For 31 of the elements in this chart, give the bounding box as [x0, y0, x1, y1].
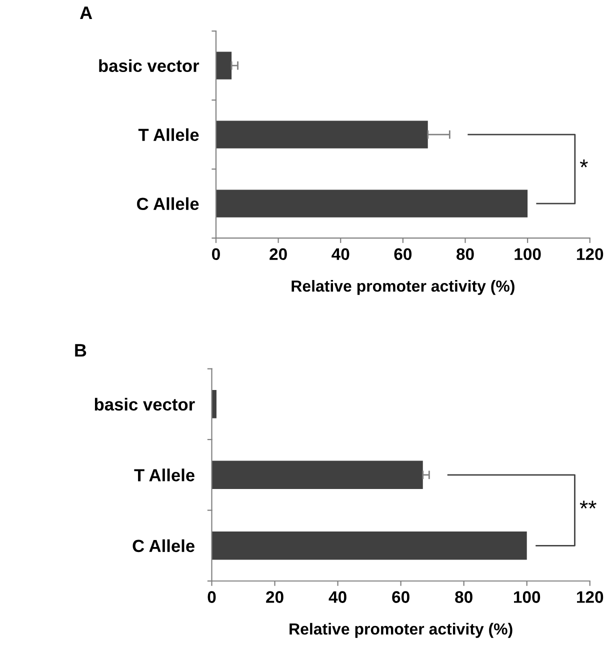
bar — [216, 190, 528, 218]
x-tick-label: 40 — [328, 591, 346, 603]
y-tick-label: basic vector — [94, 398, 195, 411]
y-tick-label: basic vector — [99, 59, 200, 72]
bar — [212, 460, 423, 490]
x-tick-label: 40 — [332, 248, 350, 260]
chart-title: A — [80, 6, 92, 20]
chart-title: B — [75, 344, 86, 357]
x-tick-label: 0 — [208, 591, 216, 603]
x-axis-title: Relative promoter activity (%) — [290, 622, 512, 638]
y-tick-label: C Allele — [137, 197, 199, 210]
bar — [212, 531, 527, 560]
x-tick-label: 60 — [394, 248, 412, 260]
y-tick-label: T Allele — [138, 128, 199, 142]
bar — [216, 120, 428, 148]
annotation: * — [580, 160, 588, 168]
x-tick-label: 60 — [392, 591, 410, 603]
x-tick-label: 120 — [577, 248, 604, 260]
y-tick-label: T Allele — [134, 468, 194, 482]
y-tick-label: C Allele — [132, 539, 194, 552]
x-axis-title: Relative promoter activity (%) — [292, 280, 514, 295]
x-tick-label: 80 — [455, 591, 472, 603]
x-tick-label: 100 — [514, 591, 540, 603]
bar — [216, 52, 232, 80]
x-tick-label: 20 — [266, 591, 284, 603]
x-tick-label: 120 — [577, 591, 604, 603]
x-tick-label: 20 — [270, 248, 287, 260]
annotation: ** — [580, 500, 596, 509]
x-tick-label: 80 — [456, 248, 474, 260]
x-tick-label: 0 — [212, 248, 220, 260]
x-tick-label: 100 — [514, 248, 541, 260]
